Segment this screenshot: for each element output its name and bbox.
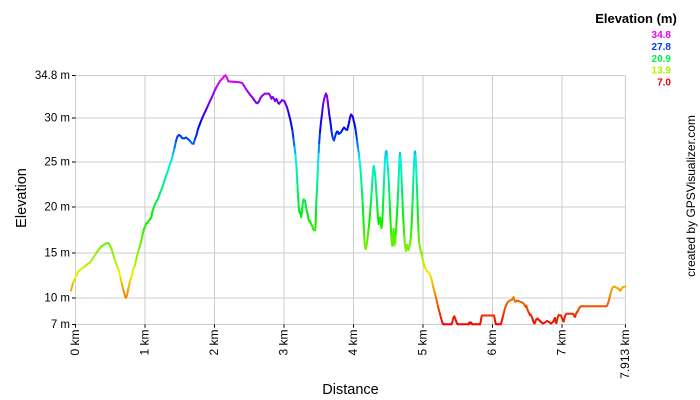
svg-text:27.8: 27.8 (652, 42, 672, 53)
svg-text:7.0: 7.0 (657, 78, 671, 89)
svg-text:34.8: 34.8 (652, 30, 672, 41)
svg-text:0 km: 0 km (68, 330, 82, 356)
svg-text:Elevation: Elevation (14, 168, 30, 228)
svg-text:Elevation (m): Elevation (m) (595, 11, 677, 26)
svg-text:created by GPSVisualizer.com: created by GPSVisualizer.com (684, 115, 698, 277)
svg-text:6 km: 6 km (485, 330, 499, 356)
svg-text:1 km: 1 km (138, 330, 152, 356)
svg-text:3 km: 3 km (277, 330, 291, 356)
svg-text:7.913 km: 7.913 km (618, 329, 632, 378)
svg-text:4 km: 4 km (346, 330, 360, 356)
svg-text:7 km: 7 km (555, 330, 569, 356)
svg-text:10 m: 10 m (44, 293, 70, 305)
svg-text:20.9: 20.9 (652, 54, 672, 65)
svg-text:30 m: 30 m (44, 113, 70, 125)
svg-text:5 km: 5 km (416, 330, 430, 356)
svg-text:Distance: Distance (322, 382, 378, 398)
svg-text:25 m: 25 m (44, 157, 70, 169)
svg-text:15 m: 15 m (44, 248, 70, 260)
svg-text:34.8 m: 34.8 m (35, 70, 70, 82)
svg-text:2 km: 2 km (207, 330, 221, 356)
svg-text:13.9: 13.9 (652, 66, 672, 77)
svg-text:20 m: 20 m (44, 202, 70, 214)
svg-text:7 m: 7 m (51, 319, 70, 331)
